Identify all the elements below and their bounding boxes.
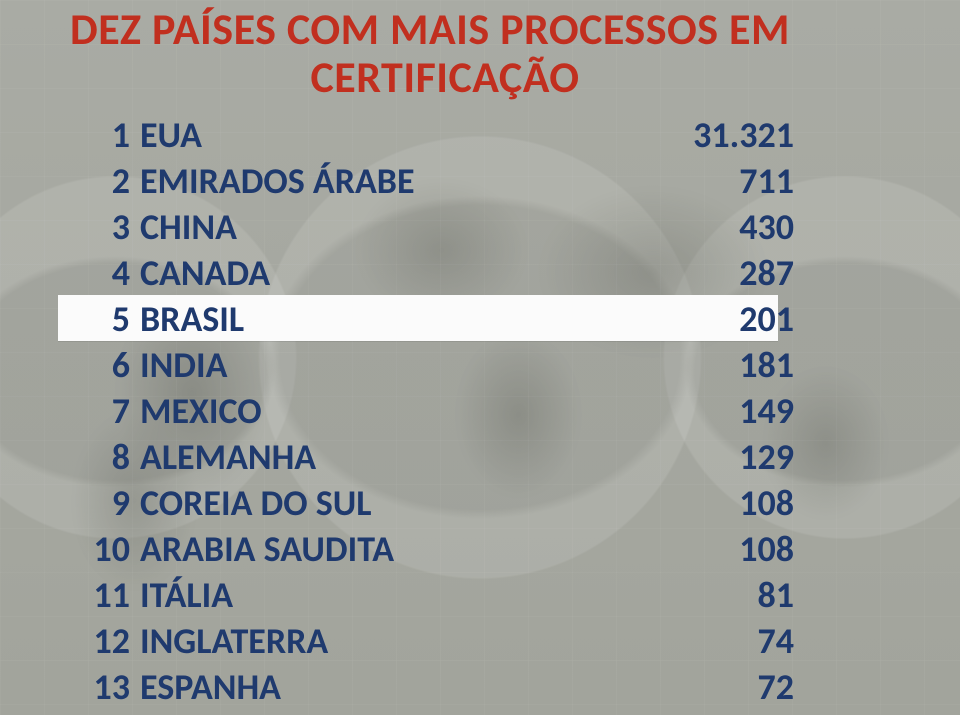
table-row: 2EMIRADOS ÁRABE 711 — [84, 158, 794, 204]
country-name: INDIA — [140, 342, 227, 388]
country-name: ESPANHA — [140, 664, 281, 710]
table-row: 10ARABIA SAUDITA 108 — [84, 526, 794, 572]
rank: 12 — [84, 618, 130, 664]
value: 108 — [594, 526, 794, 572]
country-name: CANADA — [140, 250, 270, 296]
table-row: 11ITÁLIA 81 — [84, 572, 794, 618]
value: 74 — [594, 618, 794, 664]
rank: 11 — [84, 572, 130, 618]
value: 181 — [594, 342, 794, 388]
slide: { "colors": { "title": "#c12f1f", "body"… — [0, 0, 960, 715]
country-name: CHINA — [140, 204, 237, 250]
table-row: 9COREIA DO SUL 108 — [84, 480, 794, 526]
value: 108 — [594, 480, 794, 526]
table-row: 7MEXICO 149 — [84, 388, 794, 434]
value: 287 — [594, 250, 794, 296]
table-row: 3CHINA 430 — [84, 204, 794, 250]
country-name: ALEMANHA — [140, 434, 316, 480]
value: 430 — [594, 204, 794, 250]
value: 201 — [594, 296, 794, 342]
country-name: EMIRADOS ÁRABE — [140, 158, 415, 204]
rank: 13 — [84, 664, 130, 710]
ranking-table: 1EUA31.3212EMIRADOS ÁRABE7113CHINA4304CA… — [84, 112, 794, 710]
slide-title: DEZ PAÍSES COM MAIS PROCESSOS EM CERTIFI… — [70, 6, 900, 101]
rank: 4 — [84, 250, 130, 296]
value: 129 — [594, 434, 794, 480]
value: 31.321 — [594, 112, 794, 158]
rank: 8 — [84, 434, 130, 480]
value: 72 — [594, 664, 794, 710]
table-row: 13ESPANHA 72 — [84, 664, 794, 710]
rank: 5 — [84, 296, 130, 342]
value: 81 — [594, 572, 794, 618]
country-name: BRASIL — [140, 296, 244, 342]
country-name: INGLATERRA — [140, 618, 328, 664]
table-row: 5BRASIL 201 — [84, 296, 794, 342]
rank: 2 — [84, 158, 130, 204]
rank: 1 — [84, 112, 130, 158]
country-name: ITÁLIA — [140, 572, 233, 618]
title-line-1: DEZ PAÍSES COM MAIS PROCESSOS EM — [70, 6, 900, 54]
rank: 6 — [84, 342, 130, 388]
country-name: EUA — [140, 112, 202, 158]
table-row: 4CANADA 287 — [84, 250, 794, 296]
title-line-2: CERTIFICAÇÃO — [160, 54, 730, 102]
country-name: COREIA DO SUL — [140, 480, 371, 526]
rank: 9 — [84, 480, 130, 526]
country-name: MEXICO — [140, 388, 262, 434]
country-name: ARABIA SAUDITA — [140, 526, 394, 572]
rank: 10 — [84, 526, 130, 572]
value: 711 — [594, 158, 794, 204]
value: 149 — [594, 388, 794, 434]
rank: 7 — [84, 388, 130, 434]
table-row: 1EUA 31.321 — [84, 112, 794, 158]
table-row: 6INDIA 181 — [84, 342, 794, 388]
table-row: 12INGLATERRA 74 — [84, 618, 794, 664]
rank: 3 — [84, 204, 130, 250]
table-row: 8ALEMANHA 129 — [84, 434, 794, 480]
